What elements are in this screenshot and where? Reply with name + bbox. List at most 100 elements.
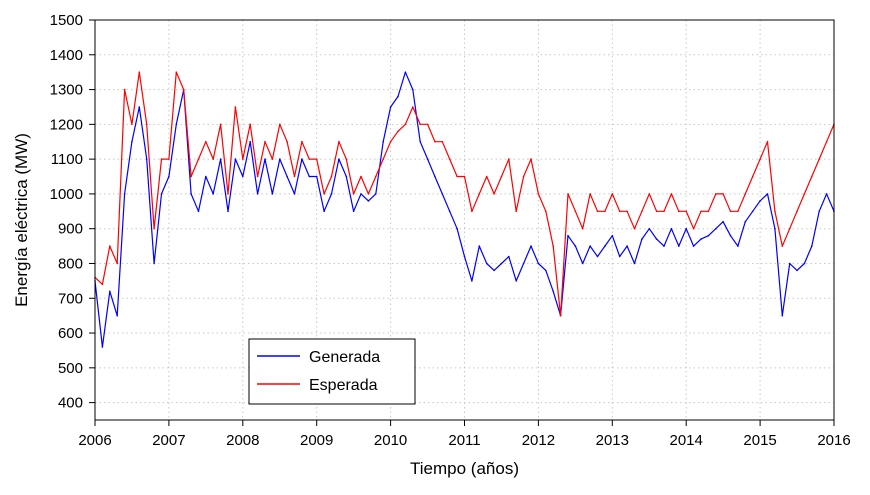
y-tick-label: 1100 — [51, 151, 83, 168]
data-point — [175, 71, 178, 73]
data-point — [109, 290, 111, 293]
data-point — [478, 193, 481, 195]
y-tick-label: 1400 — [50, 47, 83, 64]
data-point — [552, 245, 554, 247]
data-point — [315, 158, 318, 160]
data-point — [367, 193, 370, 195]
data-point — [663, 210, 665, 213]
data-point — [737, 210, 739, 213]
data-point — [205, 175, 207, 178]
data-point — [434, 175, 436, 178]
data-point — [774, 210, 776, 213]
data-point — [264, 140, 266, 143]
data-point — [596, 210, 599, 213]
data-point — [375, 175, 377, 178]
data-point — [715, 193, 717, 195]
data-point — [729, 234, 732, 237]
data-point — [212, 193, 214, 195]
data-point — [744, 193, 747, 195]
data-point — [153, 227, 155, 230]
data-point — [367, 200, 370, 202]
data-point — [670, 193, 673, 195]
data-point — [781, 314, 784, 317]
data-point — [345, 158, 348, 160]
data-point — [323, 210, 325, 213]
x-tick-label: 2010 — [374, 432, 407, 449]
data-point — [153, 262, 155, 265]
data-point — [685, 227, 687, 230]
data-point — [722, 220, 724, 223]
data-point — [774, 227, 776, 230]
data-point — [456, 175, 458, 178]
data-point — [611, 193, 614, 195]
data-point — [500, 262, 503, 265]
data-point — [456, 227, 458, 230]
data-point — [463, 175, 466, 178]
data-point — [574, 210, 577, 213]
data-point — [109, 245, 111, 247]
data-point — [485, 262, 488, 265]
x-tick-label: 2016 — [817, 432, 850, 449]
data-point — [397, 95, 399, 98]
data-point — [648, 227, 651, 230]
data-point — [478, 245, 481, 247]
data-point — [759, 200, 761, 202]
data-point — [448, 210, 451, 213]
legend: Generada Esperada — [248, 338, 416, 405]
data-point — [271, 193, 274, 195]
y-tick-label: 1300 — [50, 82, 83, 99]
legend-box — [248, 338, 416, 405]
data-point — [463, 255, 466, 258]
x-tick-label: 2013 — [596, 432, 629, 449]
data-point — [618, 210, 621, 213]
data-point — [441, 193, 444, 195]
data-point — [352, 193, 355, 195]
data-point — [249, 140, 251, 143]
data-point — [286, 175, 288, 178]
data-point — [116, 314, 118, 317]
data-point — [123, 193, 126, 195]
data-point — [678, 210, 680, 213]
data-point — [426, 123, 429, 126]
data-point — [692, 245, 695, 247]
data-point — [301, 158, 303, 160]
data-point — [530, 158, 532, 160]
x-tick-label: 2009 — [300, 432, 333, 449]
x-tick-label: 2011 — [448, 432, 480, 449]
data-point — [227, 210, 229, 213]
data-point — [242, 158, 244, 160]
data-point — [205, 140, 207, 143]
data-point — [434, 140, 436, 143]
data-point — [145, 123, 148, 126]
data-point — [323, 193, 325, 195]
y-tick-label: 1200 — [50, 116, 83, 133]
x-tick-label: 2012 — [522, 432, 555, 449]
data-point — [308, 175, 311, 178]
data-point — [301, 140, 303, 143]
data-point — [700, 238, 702, 240]
data-point — [825, 140, 828, 143]
data-point — [227, 193, 229, 195]
data-point — [315, 175, 318, 178]
data-point — [404, 123, 407, 126]
y-tick-label: 600 — [58, 325, 83, 342]
data-point — [412, 88, 414, 91]
data-point — [190, 175, 192, 178]
data-point — [382, 158, 385, 160]
data-point — [338, 158, 340, 160]
data-point — [781, 245, 784, 247]
data-point — [131, 123, 133, 126]
data-point — [471, 280, 473, 282]
data-point — [751, 210, 754, 213]
data-point — [626, 210, 628, 213]
data-point — [123, 88, 126, 91]
data-point — [811, 245, 813, 247]
data-point — [581, 262, 584, 265]
data-point — [138, 71, 141, 73]
data-point — [633, 262, 636, 265]
data-point — [788, 262, 791, 265]
data-point — [618, 255, 621, 258]
data-point — [648, 193, 651, 195]
data-point — [633, 227, 636, 230]
